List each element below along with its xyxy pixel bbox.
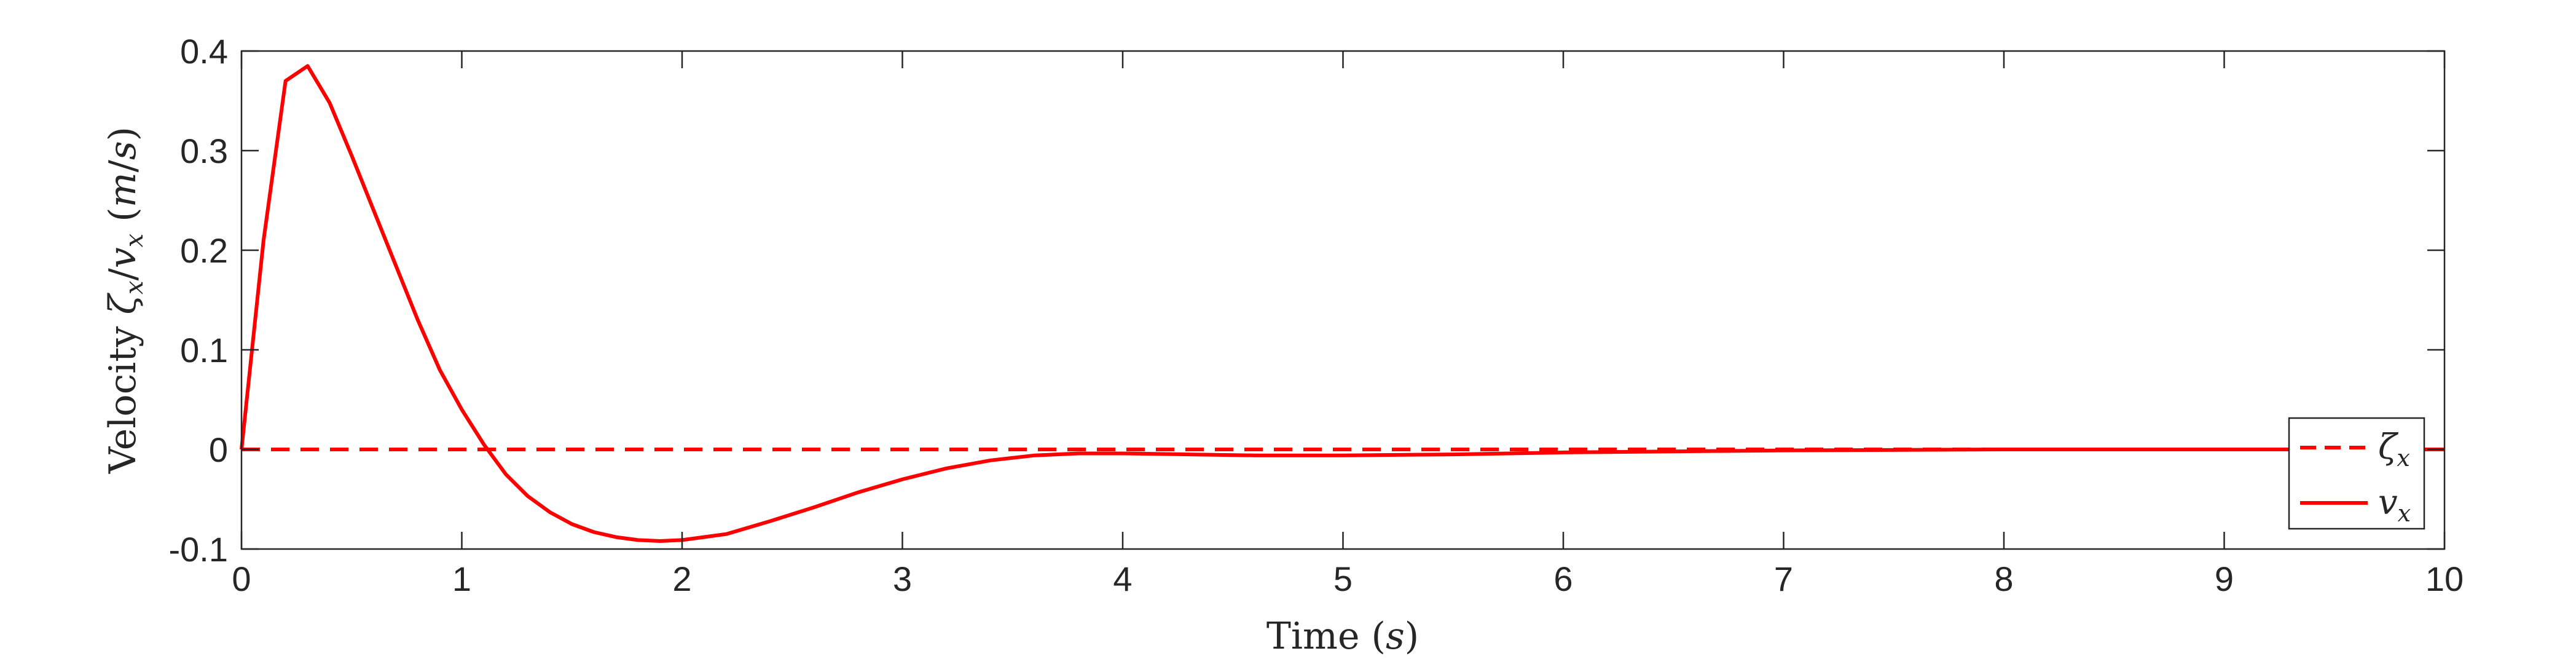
x-tick-label: 9 bbox=[2215, 559, 2234, 598]
plot-area bbox=[242, 51, 2444, 549]
tick-layer: 0 1 2 3 4 5 6 7 8 9 10-0.100.10.20.30.4 bbox=[169, 32, 2464, 598]
x-tick-label: 4 bbox=[1113, 559, 1132, 598]
x-axis-title: Time (s) bbox=[1266, 615, 1419, 658]
y-tick-label: 0.1 bbox=[180, 331, 228, 370]
legend-label: vx bbox=[2378, 483, 2411, 527]
legend-label: ζx bbox=[2378, 427, 2410, 472]
x-tick-label: 0 bbox=[232, 559, 251, 598]
x-tick-label: 5 bbox=[1333, 559, 1353, 598]
x-tick-label: 6 bbox=[1553, 559, 1573, 598]
y-tick-label: 0 bbox=[209, 430, 228, 469]
x-tick-label: 2 bbox=[672, 559, 691, 598]
y-tick-label: 0.3 bbox=[180, 132, 228, 170]
legend-box bbox=[2288, 417, 2425, 530]
legend: ζx vx bbox=[2288, 417, 2425, 530]
y-tick-label: -0.1 bbox=[169, 530, 229, 569]
x-tick-label: 8 bbox=[1994, 559, 2013, 598]
x-tick-label: 3 bbox=[893, 559, 912, 598]
x-tick-label: 10 bbox=[2425, 559, 2464, 598]
y-tick-label: 0.2 bbox=[180, 231, 228, 270]
x-tick-label: 1 bbox=[452, 559, 471, 598]
y-axis-title: Velocity ζx/vx (m/s) bbox=[101, 127, 149, 474]
x-tick-label: 7 bbox=[1774, 559, 1793, 598]
y-tick-label: 0.4 bbox=[180, 32, 228, 71]
